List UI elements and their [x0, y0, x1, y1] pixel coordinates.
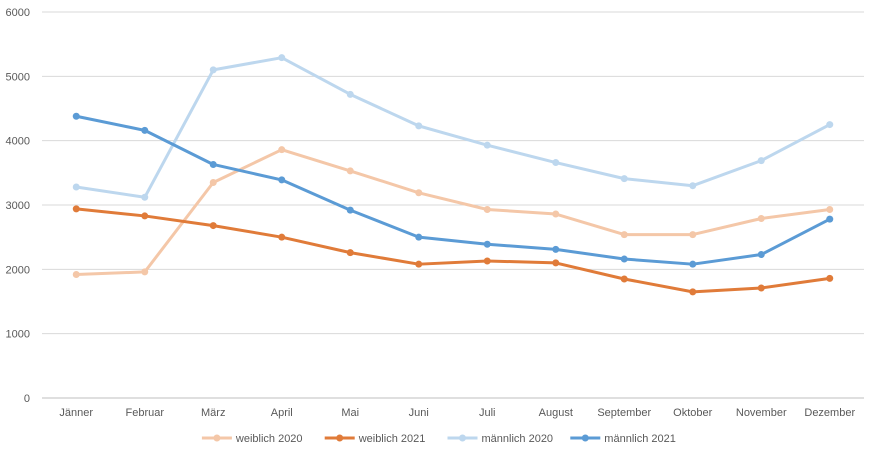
x-tick-label: Oktober [673, 407, 712, 419]
data-point [483, 257, 491, 265]
data-point [209, 66, 217, 74]
data-point [757, 251, 765, 259]
y-tick-label: 0 [24, 393, 30, 405]
legend-swatch-marker [213, 434, 221, 442]
data-point [141, 193, 149, 201]
data-point [141, 268, 149, 276]
data-point [278, 176, 286, 184]
data-point [757, 157, 765, 165]
data-point [826, 215, 834, 223]
data-point [483, 141, 491, 149]
series-line [74, 114, 832, 266]
data-point [141, 212, 149, 220]
data-point [552, 259, 560, 267]
x-tick-label: Mai [341, 407, 359, 419]
data-point [620, 255, 628, 263]
x-tick-label: August [539, 407, 573, 419]
legend-label: männlich 2020 [482, 433, 554, 445]
data-point [346, 167, 354, 175]
series-2 [72, 205, 834, 296]
gridlines [42, 11, 864, 399]
data-point [620, 275, 628, 283]
data-point [209, 178, 217, 186]
data-point [415, 122, 423, 130]
legend-label: weiblich 2021 [358, 433, 426, 445]
legend-label: männlich 2021 [604, 433, 676, 445]
data-point [346, 206, 354, 214]
data-point [552, 159, 560, 167]
legend-label: weiblich 2020 [235, 433, 303, 445]
data-point [826, 121, 834, 129]
data-point [72, 183, 80, 191]
data-point [209, 222, 217, 230]
legend-swatch-marker [459, 434, 466, 442]
series-4 [72, 112, 834, 268]
data-point [415, 233, 423, 241]
data-point [278, 146, 286, 154]
x-tick-label: April [271, 407, 293, 419]
data-point [483, 206, 491, 214]
y-tick-label: 4000 [6, 136, 30, 148]
legend-item: weiblich 2021 [324, 433, 426, 445]
series-3 [72, 54, 834, 201]
series-line [74, 207, 832, 294]
series-1 [72, 146, 834, 278]
series-line [74, 56, 832, 199]
y-tick-label: 2000 [6, 264, 30, 276]
legend-swatch-marker [336, 434, 344, 442]
legend-swatch-marker [581, 434, 589, 442]
data-point [757, 215, 765, 223]
data-point [278, 233, 286, 241]
x-tick-label: November [736, 407, 787, 419]
data-point [483, 240, 491, 248]
y-axis-tick-labels: 0 1000 2000 3000 4000 5000 6000 [6, 7, 30, 405]
y-tick-label: 6000 [6, 7, 30, 19]
data-point [415, 260, 423, 268]
x-tick-label: Februar [125, 407, 164, 419]
data-point [72, 270, 80, 278]
data-point [209, 160, 217, 168]
data-point [826, 206, 834, 214]
legend-item: männlich 2020 [447, 433, 554, 445]
data-point [552, 245, 560, 253]
x-tick-label: September [597, 407, 651, 419]
y-tick-label: 5000 [6, 71, 30, 83]
data-point [346, 249, 354, 257]
data-point [72, 112, 80, 120]
x-tick-label: Jänner [59, 407, 93, 419]
data-point [72, 205, 80, 213]
y-tick-label: 3000 [6, 200, 30, 212]
data-point [620, 231, 628, 239]
x-tick-label: März [201, 407, 225, 419]
y-tick-label: 1000 [6, 329, 30, 341]
series-lines [72, 54, 834, 296]
legend: weiblich 2020 weiblich 2021 männlich 2020 m… [201, 433, 676, 445]
x-tick-label: Juli [479, 407, 496, 419]
data-point [278, 54, 286, 62]
data-point [552, 210, 560, 218]
data-point [689, 260, 697, 268]
x-tick-label: Dezember [804, 407, 855, 419]
data-point [141, 126, 149, 134]
data-point [689, 231, 697, 239]
data-point [415, 189, 423, 197]
legend-item: männlich 2021 [570, 433, 676, 445]
x-axis-tick-labels: Jänner Februar März April Mai Juni Juli August S… [59, 407, 855, 419]
data-point [757, 284, 765, 292]
legend-item: weiblich 2020 [201, 433, 303, 445]
data-point [346, 90, 354, 98]
data-point [689, 288, 697, 296]
series-line [74, 148, 832, 276]
data-point [826, 274, 834, 282]
data-point [689, 182, 697, 190]
data-point [620, 175, 628, 183]
x-tick-label: Juni [409, 407, 429, 419]
